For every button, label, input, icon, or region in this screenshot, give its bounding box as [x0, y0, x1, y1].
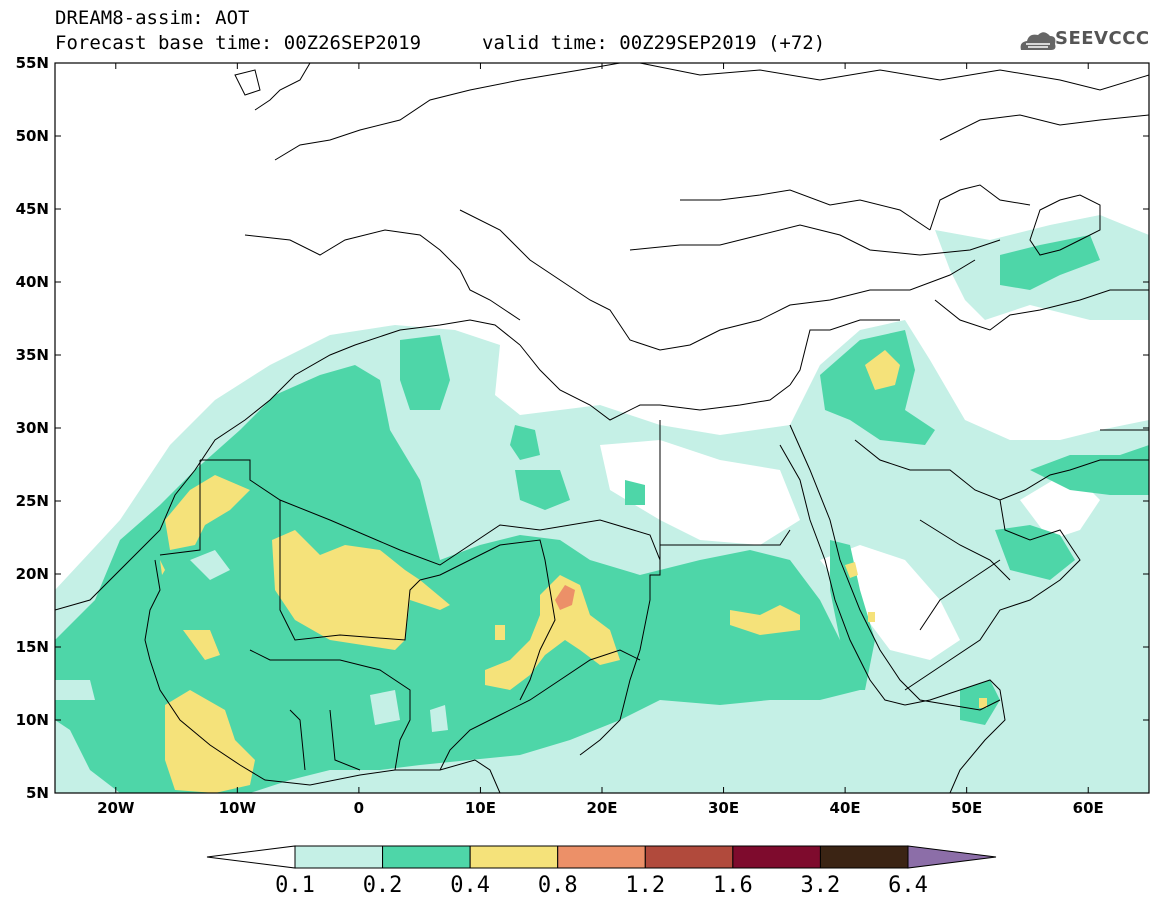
lat-tick-label: 55N: [16, 54, 49, 72]
lat-tick-label: 40N: [16, 273, 49, 291]
colorbar-swatch: [557, 845, 646, 869]
lon-tick-label: 40E: [830, 799, 861, 817]
colorbar-level-label: 0.1: [275, 873, 315, 898]
lat-tick-label: 45N: [16, 200, 49, 218]
lat-tick-label: 35N: [16, 346, 49, 364]
colorbar-level-label: 0.8: [538, 873, 578, 898]
colorbar-level-label: 0.2: [363, 873, 403, 898]
colorbar-swatch: [819, 845, 909, 869]
aot-band-0.8: [555, 585, 575, 610]
lat-tick-label: 25N: [16, 492, 49, 510]
colorbar-swatch: [469, 845, 559, 869]
colorbar-level-label: 6.4: [888, 873, 928, 898]
colorbar-swatch: [732, 845, 821, 869]
colorbar: 0.1 0.2 0.4 0.8 1.2 1.6 3.2 6.4: [206, 845, 997, 898]
longitude-axis: 20W 10W 0 10E 20E 30E 40E 50E 60E: [97, 63, 1104, 817]
colorbar-max-arrow: [907, 845, 997, 869]
colorbar-swatch: [644, 845, 734, 869]
lon-tick-label: 10W: [219, 799, 257, 817]
valid-time: valid time: 00Z29SEP2019 (+72): [482, 32, 826, 54]
colorbar-level-label: 1.2: [625, 873, 665, 898]
aot-band-0.2: [55, 365, 860, 793]
lon-tick-label: 0: [354, 799, 364, 817]
chart-title: DREAM8-assim: AOT: [55, 7, 250, 29]
lat-tick-label: 20N: [16, 565, 49, 583]
coastlines: [55, 63, 1149, 793]
lon-tick-label: 60E: [1073, 799, 1104, 817]
colorbar-swatch: [294, 845, 384, 869]
lon-tick-label: 30E: [708, 799, 739, 817]
lon-tick-label: 10E: [465, 799, 496, 817]
colorbar-swatch: [382, 845, 471, 869]
lat-tick-label: 5N: [26, 784, 49, 802]
lon-tick-label: 50E: [951, 799, 982, 817]
aot-band-0.4: [272, 530, 450, 650]
colorbar-level-label: 0.4: [450, 873, 490, 898]
colorbar-level-label: 1.6: [713, 873, 753, 898]
colorbar-min-arrow: [206, 845, 296, 869]
logo-text: SEEVCCC: [1055, 28, 1150, 49]
lat-tick-label: 15N: [16, 638, 49, 656]
latitude-axis: 55N 50N 45N 40N 35N 30N 25N 20N 15N 10N 5N: [16, 54, 1149, 802]
lon-tick-label: 20E: [586, 799, 617, 817]
cloud-icon: [1020, 32, 1056, 50]
lat-tick-label: 50N: [16, 127, 49, 145]
colorbar-level-label: 3.2: [801, 873, 841, 898]
lat-tick-label: 30N: [16, 419, 49, 437]
lon-tick-label: 20W: [97, 799, 135, 817]
aot-shading: [55, 215, 1149, 793]
lat-tick-label: 10N: [16, 711, 49, 729]
forecast-base-time: Forecast base time: 00Z26SEP2019: [55, 32, 422, 54]
